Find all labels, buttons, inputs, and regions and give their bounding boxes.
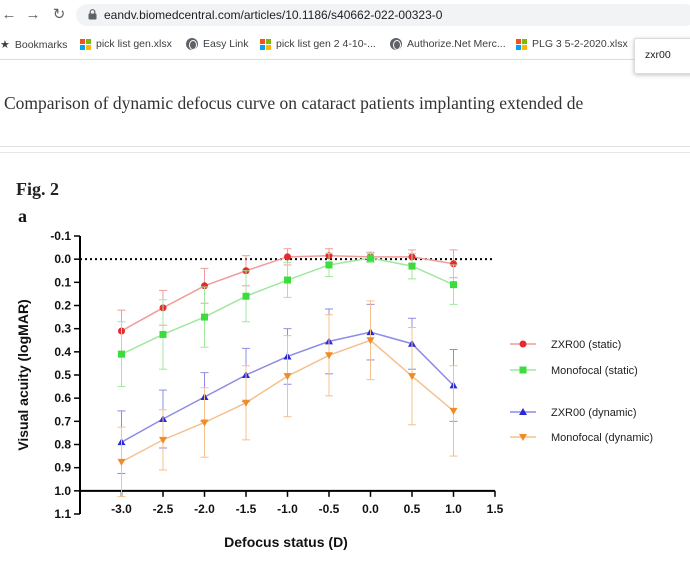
globe-icon <box>186 38 198 50</box>
legend-label: Monofocal (static) <box>551 365 638 377</box>
legend-marker <box>519 340 527 348</box>
bookmark-label: PLG 3 5-2-2020.xlsx <box>532 38 628 50</box>
data-point <box>117 458 126 466</box>
x-tick-label: -1.5 <box>236 502 257 516</box>
globe-icon <box>390 38 402 50</box>
separator <box>0 146 690 147</box>
y-tick-label: 0.2 <box>54 299 71 313</box>
microsoft-icon <box>516 38 527 50</box>
x-tick-label: 1.0 <box>445 502 462 516</box>
data-point <box>408 373 416 381</box>
data-point <box>159 436 167 444</box>
bookmark-label: Authorize.Net Merc... <box>407 38 506 50</box>
data-point <box>242 399 250 407</box>
data-point <box>242 292 250 300</box>
x-tick-label: 0.5 <box>404 502 421 516</box>
x-tick-label: 0.0 <box>362 502 379 516</box>
y-tick-label: 1.0 <box>54 484 71 498</box>
y-tick-label: 0.3 <box>54 322 71 336</box>
x-tick-label: -2.5 <box>153 502 174 516</box>
legend-item-zxr-dynamic: ZXR00 (dynamic) <box>510 407 637 419</box>
legend-marker <box>519 408 527 415</box>
y-tick-label: 0.0 <box>54 252 71 266</box>
address-bar-row: ← → ↻ eandv.biomedcentral.com/articles/1… <box>0 0 690 30</box>
data-point <box>201 282 208 290</box>
legend-label: ZXR00 (dynamic) <box>551 407 637 419</box>
data-point <box>200 419 209 427</box>
series-mono-static <box>117 252 458 388</box>
figure-label: Fig. 2 <box>16 179 59 199</box>
lock-icon <box>88 9 97 20</box>
y-tick-label: 0.7 <box>54 414 71 428</box>
url-field[interactable]: eandv.biomedcentral.com/articles/10.1186… <box>76 4 690 26</box>
x-tick-label: 1.5 <box>487 502 504 516</box>
reload-icon[interactable]: ↻ <box>52 6 66 23</box>
data-point <box>367 254 374 262</box>
bookmark-label: pick list gen 2 4-10-... <box>276 38 376 50</box>
data-point <box>449 407 458 415</box>
bookmark-item-bookmarks[interactable]: ★ Bookmarks <box>0 38 68 52</box>
y-tick-label: 0.8 <box>54 438 71 452</box>
bookmark-label: Easy Link <box>203 38 249 50</box>
bookmark-label: Bookmarks <box>14 38 68 51</box>
data-point <box>118 350 125 358</box>
data-point <box>283 373 292 381</box>
x-tick-label: -3.0 <box>111 502 132 516</box>
data-point <box>450 281 457 289</box>
url-text: eandv.biomedcentral.com/articles/10.1186… <box>104 8 443 22</box>
y-tick-label: 0.6 <box>54 391 71 405</box>
data-point <box>159 330 167 338</box>
x-axis-title: Defocus status (D) <box>224 534 348 550</box>
figure-frame <box>0 152 690 564</box>
panel-label: a <box>18 206 27 226</box>
y-tick-label: 0.9 <box>54 461 71 475</box>
bookmark-item-plg3[interactable]: PLG 3 5-2-2020.xlsx <box>516 38 628 50</box>
data-point <box>284 253 291 261</box>
bookmark-item-authorize-net[interactable]: Authorize.Net Merc... <box>390 38 506 50</box>
data-point <box>325 261 333 269</box>
x-tick-label: -1.0 <box>277 502 298 516</box>
series-mono-dynamic <box>117 300 458 498</box>
arrow-left-icon[interactable]: ← <box>1 6 17 23</box>
y-tick-label: -0.1 <box>50 229 71 243</box>
find-query-text: zxr00 <box>645 49 671 61</box>
bookmark-label: pick list gen.xlsx <box>96 38 172 50</box>
legend-item-mono-static: Monofocal (static) <box>510 365 638 377</box>
y-tick-label: 0.5 <box>54 368 71 382</box>
bookmark-item-pick-list-gen-2[interactable]: pick list gen 2 4-10-... <box>260 38 376 50</box>
star-icon: ★ <box>0 39 10 51</box>
y-tick-label: 0.1 <box>54 275 71 289</box>
legend-marker <box>519 434 527 441</box>
data-point <box>408 262 416 270</box>
y-tick-label: 0.4 <box>54 345 71 359</box>
legend-marker <box>519 366 527 374</box>
data-point <box>450 260 457 268</box>
x-tick-label: -2.0 <box>194 502 215 516</box>
bookmark-item-pick-list-gen[interactable]: pick list gen.xlsx <box>80 38 172 50</box>
microsoft-icon <box>80 38 91 50</box>
y-tick-label: 1.1 <box>54 507 71 521</box>
bookmark-item-easy-link[interactable]: Easy Link <box>186 38 249 50</box>
find-in-page-popup[interactable]: zxr00 <box>634 38 690 74</box>
article-title: Comparison of dynamic defocus curve on c… <box>4 93 584 113</box>
data-point <box>325 352 333 360</box>
arrow-right-icon[interactable]: → <box>25 6 41 23</box>
legend-item-mono-dynamic: Monofocal (dynamic) <box>510 432 653 444</box>
legend-label: Monofocal (dynamic) <box>551 432 653 444</box>
bookmarks-bar: ★ Bookmarks pick list gen.xlsx Easy Link… <box>0 30 690 60</box>
data-point <box>201 313 208 321</box>
microsoft-icon <box>260 38 271 50</box>
legend-label: ZXR00 (static) <box>551 339 621 351</box>
data-point <box>366 337 375 345</box>
data-point <box>284 276 291 284</box>
legend-item-zxr-static: ZXR00 (static) <box>510 339 621 351</box>
y-axis-title: Visual acuity (logMAR) <box>15 299 31 450</box>
x-tick-label: -0.5 <box>319 502 340 516</box>
